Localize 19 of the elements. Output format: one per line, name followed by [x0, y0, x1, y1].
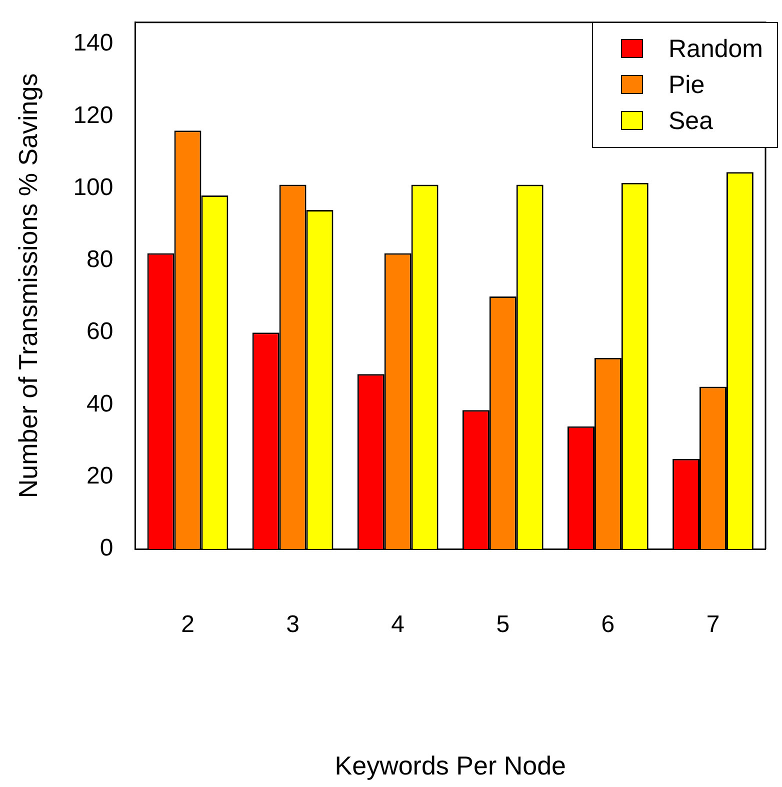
y-tick-label: 100 [73, 174, 114, 201]
y-axis-title: Number of Transmissions % Savings [12, 73, 43, 498]
x-tick-label: 6 [601, 611, 615, 638]
x-axis-title: Keywords Per Node [334, 750, 566, 781]
y-tick-label: 80 [86, 246, 114, 274]
x-tick-label: 3 [286, 611, 300, 638]
y-tick-label: 60 [86, 318, 114, 346]
legend-label: Random [668, 34, 763, 65]
y-tick-label: 0 [100, 534, 114, 562]
y-tick-label: 120 [73, 102, 114, 129]
legend-label: Pie [668, 70, 706, 101]
y-tick-label: 40 [86, 390, 114, 418]
x-tick-label: 7 [706, 611, 720, 638]
y-tick-label: 140 [73, 30, 114, 57]
x-tick-label: 4 [391, 611, 405, 638]
y-tick-label: 20 [86, 462, 114, 490]
x-tick-label: 2 [181, 611, 194, 638]
x-tick-label: 5 [496, 611, 510, 638]
legend-label: Sea [668, 106, 714, 137]
